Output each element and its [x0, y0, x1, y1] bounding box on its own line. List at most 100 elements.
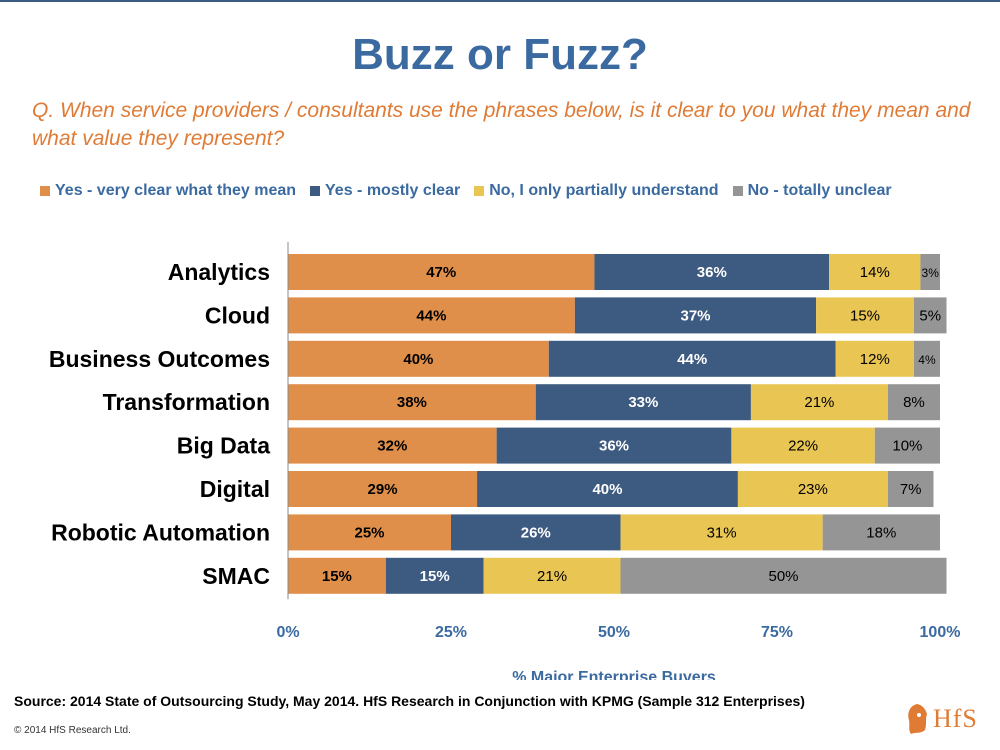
- category-label-big-data: Big Data: [177, 433, 271, 459]
- data-label-partial-big-data: 22%: [788, 438, 818, 455]
- legend-swatch-very-clear: [40, 186, 50, 196]
- data-label-very-clear-smac: 15%: [322, 568, 352, 585]
- source-note: Source: 2014 State of Outsourcing Study,…: [14, 693, 805, 709]
- x-tick-label: 100%: [920, 624, 961, 641]
- data-label-partial-business-outcomes: 12%: [860, 351, 890, 368]
- bar-very-clear-business-outcomes: [288, 340, 549, 377]
- x-tick-label: 25%: [435, 624, 467, 641]
- bar-mostly-clear-smac: [385, 557, 484, 594]
- bar-unclear-robotic-automation: [822, 514, 940, 551]
- bar-unclear-cloud: [913, 297, 947, 334]
- data-label-unclear-business-outcomes: 4%: [918, 353, 936, 367]
- data-label-partial-smac: 21%: [537, 568, 567, 585]
- stacked-bar-chart: Analytics 47% 36% 14% 3% Cloud 44% 37% 15% 5% Busi…: [49, 242, 961, 680]
- data-label-mostly-clear-robotic-automation: 26%: [521, 524, 551, 541]
- category-label-analytics: Analytics: [168, 259, 270, 285]
- bar-very-clear-cloud: [288, 297, 575, 334]
- bar-partial-digital: [737, 471, 888, 507]
- data-label-partial-transformation: 21%: [804, 394, 834, 411]
- bar-very-clear-big-data: [288, 427, 497, 464]
- x-tick-label: 75%: [761, 624, 793, 641]
- bar-partial-cloud: [816, 297, 914, 334]
- data-label-very-clear-business-outcomes: 40%: [403, 351, 433, 368]
- bar-mostly-clear-big-data: [496, 427, 732, 464]
- legend-item-unclear: No - totally unclear: [732, 182, 892, 200]
- data-label-mostly-clear-smac: 15%: [420, 568, 450, 585]
- x-axis-title: % Major Enterprise Buyers: [512, 669, 716, 680]
- data-label-very-clear-big-data: 32%: [377, 438, 407, 455]
- bar-mostly-clear-transformation: [535, 384, 751, 421]
- data-label-unclear-robotic-automation: 18%: [866, 524, 896, 541]
- top-rule: [0, 0, 1000, 2]
- bar-partial-transformation: [750, 384, 888, 421]
- bar-mostly-clear-cloud: [574, 297, 817, 334]
- data-label-partial-digital: 23%: [798, 481, 828, 498]
- bar-very-clear-digital: [288, 471, 478, 507]
- legend-label-partial: No, I only partially understand: [489, 182, 719, 199]
- data-label-very-clear-digital: 29%: [368, 481, 398, 498]
- logo-text: HfS: [933, 704, 978, 733]
- data-label-mostly-clear-big-data: 36%: [599, 438, 629, 455]
- lion-head-icon: [908, 704, 927, 734]
- data-label-unclear-digital: 7%: [900, 481, 922, 498]
- data-label-mostly-clear-cloud: 37%: [680, 307, 710, 324]
- data-label-mostly-clear-analytics: 36%: [697, 264, 727, 281]
- data-label-very-clear-transformation: 38%: [397, 394, 427, 411]
- legend-swatch-partial: [474, 186, 485, 196]
- bar-mostly-clear-business-outcomes: [548, 340, 836, 377]
- bar-unclear-analytics: [920, 254, 940, 290]
- data-label-partial-analytics: 14%: [860, 264, 890, 281]
- bar-very-clear-analytics: [288, 254, 595, 290]
- page-title: Buzz or Fuzz?: [352, 30, 648, 79]
- chart-legend: Yes - very clear what they mean Yes - mo…: [40, 182, 970, 200]
- category-label-robotic-automation: Robotic Automation: [51, 519, 270, 545]
- legend-swatch-mostly-clear: [310, 186, 321, 196]
- data-label-unclear-transformation: 8%: [903, 394, 925, 411]
- category-label-smac: SMAC: [202, 563, 270, 589]
- bar-partial-robotic-automation: [620, 514, 823, 551]
- bar-partial-business-outcomes: [835, 340, 914, 377]
- bar-partial-big-data: [731, 427, 875, 464]
- x-tick-label: 50%: [598, 624, 630, 641]
- bar-unclear-transformation: [887, 384, 940, 421]
- category-label-transformation: Transformation: [103, 389, 270, 415]
- category-label-digital: Digital: [200, 476, 270, 502]
- copyright-note: © 2014 HfS Research Ltd.: [14, 725, 131, 736]
- bar-very-clear-smac: [288, 557, 386, 594]
- data-label-unclear-analytics: 3%: [922, 266, 940, 280]
- legend-item-partial: No, I only partially understand: [474, 182, 719, 200]
- survey-question: Q. When service providers / consultants …: [32, 99, 971, 151]
- hfs-logo: HfS: [905, 702, 978, 736]
- bar-mostly-clear-robotic-automation: [451, 514, 621, 551]
- legend-label-mostly-clear: Yes - mostly clear: [325, 182, 461, 199]
- bar-very-clear-robotic-automation: [288, 514, 451, 551]
- data-label-partial-cloud: 15%: [850, 307, 880, 324]
- data-label-unclear-smac: 50%: [769, 568, 799, 585]
- bar-mostly-clear-digital: [477, 471, 738, 507]
- data-label-unclear-big-data: 10%: [892, 438, 922, 455]
- bar-mostly-clear-analytics: [594, 254, 830, 290]
- bar-very-clear-transformation: [288, 384, 536, 421]
- data-label-very-clear-cloud: 44%: [416, 307, 446, 324]
- data-label-unclear-cloud: 5%: [919, 307, 941, 324]
- category-label-business-outcomes: Business Outcomes: [49, 346, 270, 372]
- legend-item-very-clear: Yes - very clear what they mean: [40, 182, 296, 200]
- bar-unclear-digital: [887, 471, 934, 507]
- bar-unclear-big-data: [874, 427, 940, 464]
- category-label-cloud: Cloud: [205, 302, 270, 328]
- bar-unclear-smac: [620, 557, 947, 594]
- data-label-mostly-clear-digital: 40%: [592, 481, 622, 498]
- bar-partial-analytics: [829, 254, 921, 290]
- legend-label-very-clear: Yes - very clear what they mean: [55, 182, 297, 199]
- legend-swatch-unclear: [732, 186, 743, 196]
- data-label-very-clear-analytics: 47%: [426, 264, 456, 281]
- x-tick-label: 0%: [276, 624, 299, 641]
- data-label-mostly-clear-business-outcomes: 44%: [677, 351, 707, 368]
- bar-unclear-business-outcomes: [913, 340, 940, 377]
- legend-label-unclear: No - totally unclear: [747, 182, 892, 199]
- bar-partial-smac: [483, 557, 621, 594]
- data-label-mostly-clear-transformation: 33%: [628, 394, 658, 411]
- data-label-partial-robotic-automation: 31%: [707, 524, 737, 541]
- legend-item-mostly-clear: Yes - mostly clear: [310, 182, 460, 200]
- data-label-very-clear-robotic-automation: 25%: [354, 524, 384, 541]
